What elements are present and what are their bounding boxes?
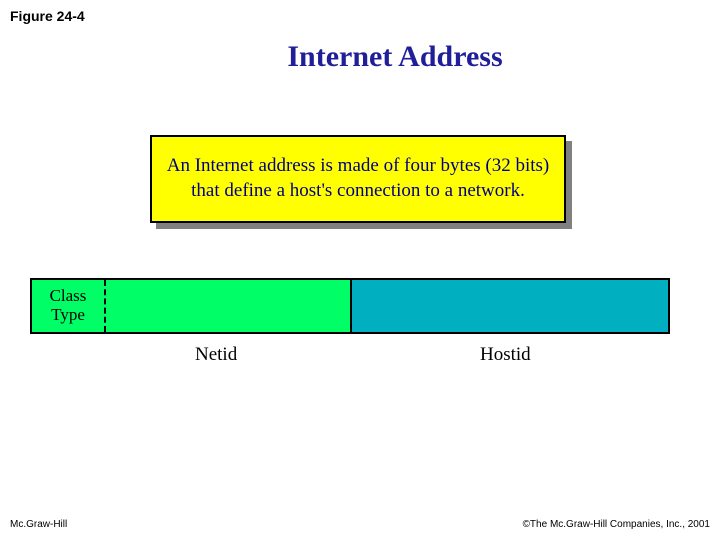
page-title: Internet Address bbox=[0, 40, 720, 74]
callout-box: An Internet address is made of four byte… bbox=[150, 135, 566, 223]
hostid-label: Hostid bbox=[480, 344, 531, 366]
callout-text: An Internet address is made of four byte… bbox=[162, 154, 554, 203]
bar-segment-class-type: Class Type bbox=[32, 280, 106, 332]
address-bar: Class Type bbox=[30, 278, 670, 334]
figure-label: Figure 24-4 bbox=[10, 8, 85, 24]
callout: An Internet address is made of four byte… bbox=[150, 135, 566, 223]
footer-right: ©The Mc.Graw-Hill Companies, Inc., 2001 bbox=[523, 519, 710, 530]
class-type-label: Class Type bbox=[32, 287, 104, 324]
netid-label: Netid bbox=[195, 344, 237, 366]
bar-segment-netid bbox=[106, 280, 352, 332]
bar-segment-hostid bbox=[352, 280, 668, 332]
footer-left: Mc.Graw-Hill bbox=[10, 519, 67, 530]
